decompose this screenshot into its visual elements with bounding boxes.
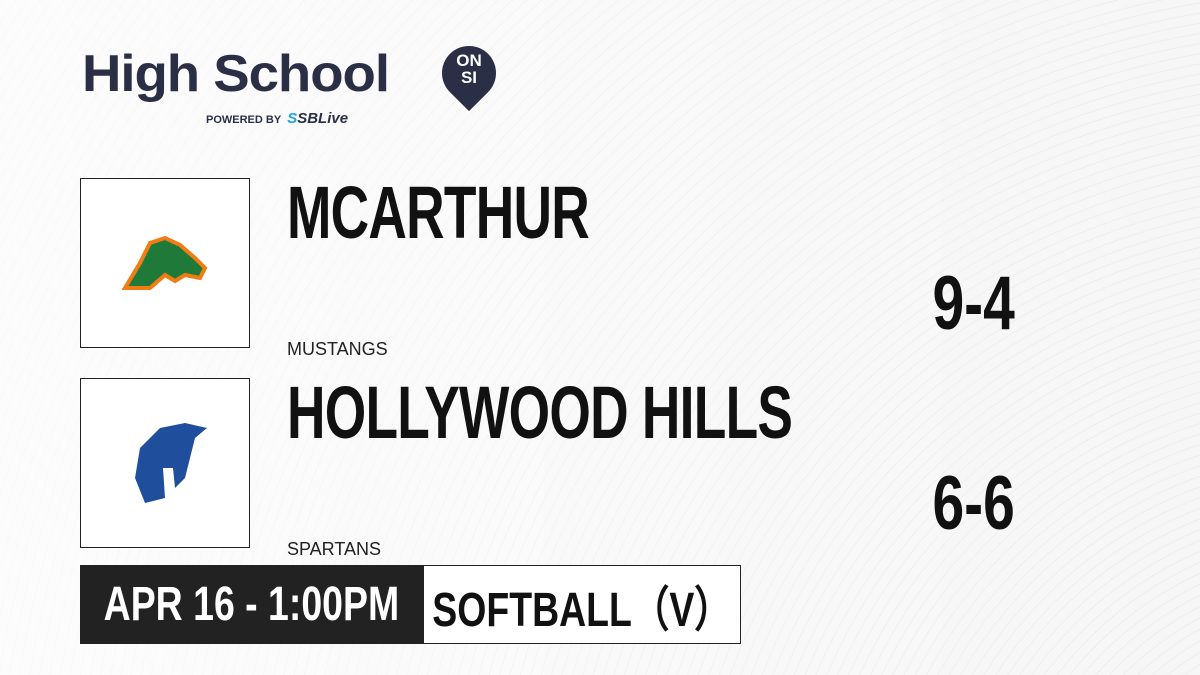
sblive-logo: SSBLive [287, 110, 349, 127]
brand-title: High School [82, 45, 390, 103]
powered-by: POWERED BY SSBLive [206, 110, 349, 127]
team-record: 6-6 [932, 461, 1015, 546]
game-sport: SOFTBALL（V） [423, 565, 741, 644]
team-mascot: MUSTANGS [287, 339, 388, 359]
badge-text: ON SI [456, 51, 482, 87]
team-logo-mcarthur [80, 178, 250, 348]
mustang-icon [121, 235, 208, 290]
game-info-bar: APR 16 - 1:00PM SOFTBALL（V） [80, 565, 741, 644]
brand-logo: High School ON SI POWERED BY SSBLive [82, 34, 508, 127]
spartan-helmet-icon [135, 423, 207, 503]
team-record: 9-4 [932, 261, 1015, 346]
team-mascot: SPARTANS [287, 539, 382, 559]
team-name: MCARTHUR [287, 171, 590, 254]
team-logo-hollywood-hills [80, 378, 250, 548]
game-datetime: APR 16 - 1:00PM [80, 565, 423, 644]
team-name: HOLLYWOOD HILLS [287, 371, 793, 454]
